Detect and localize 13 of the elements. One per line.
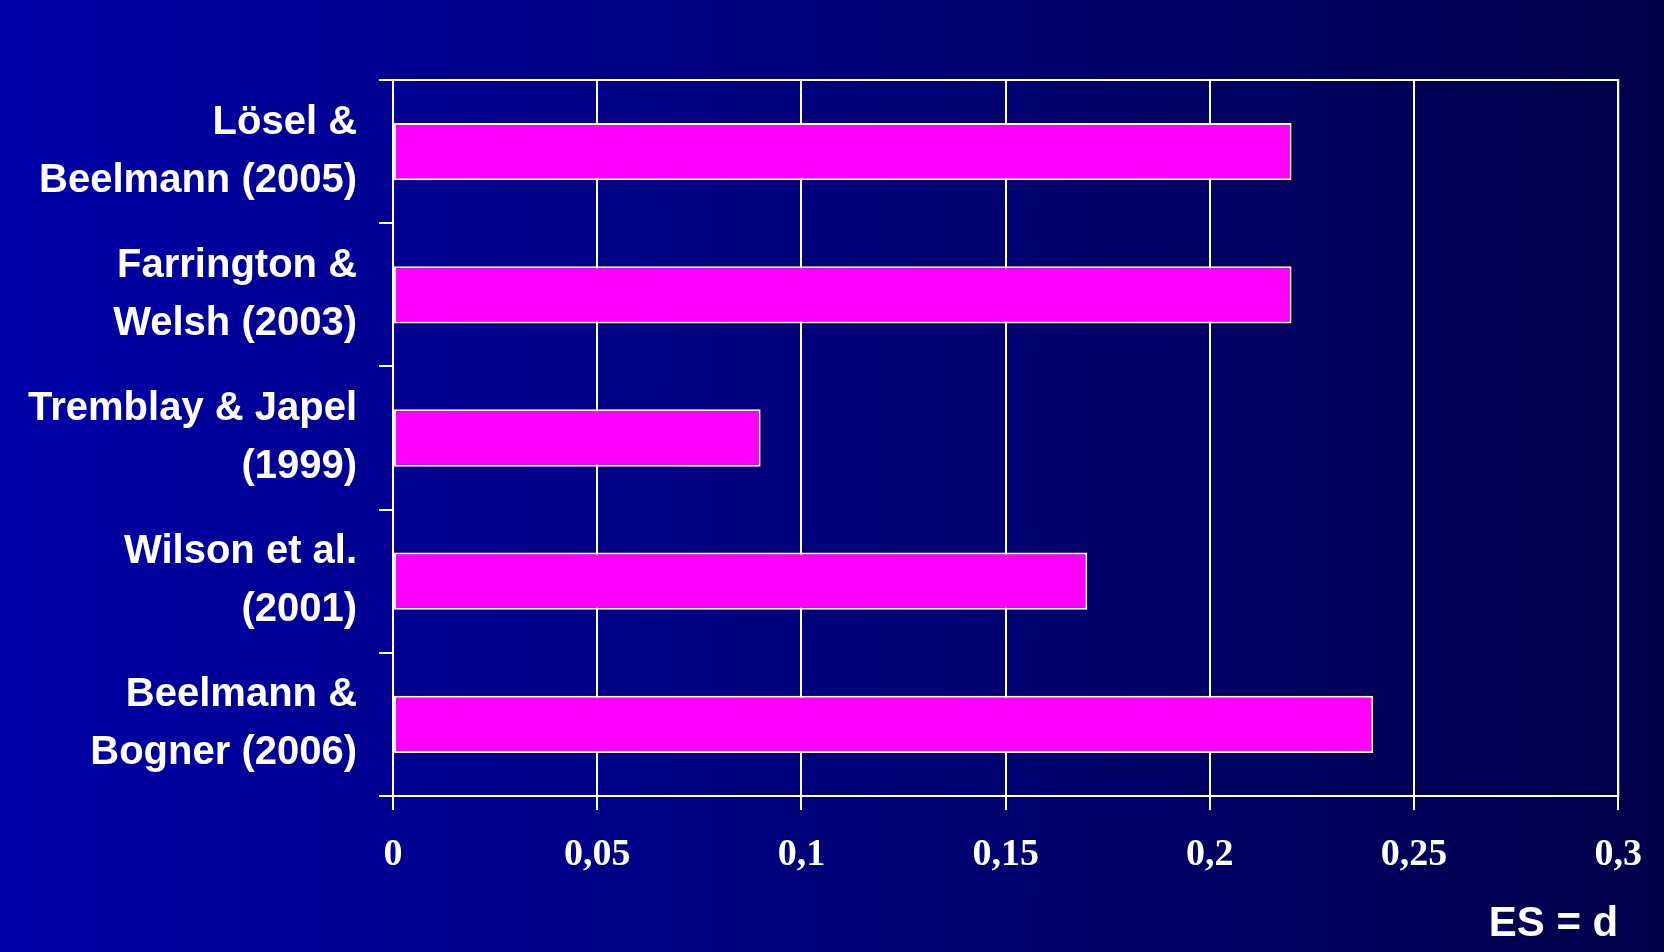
x-tick-label: 0,05: [563, 830, 631, 873]
y-tick-label: Farrington & Welsh (2003): [113, 240, 358, 343]
x-tick-label: 0,3: [1594, 830, 1642, 873]
y-tick-label: Wilson et al. (2001): [124, 527, 358, 630]
x-tick-label: 0,25: [1380, 830, 1448, 873]
x-tick-label: 0: [383, 830, 403, 873]
x-tick-label: 0,15: [972, 830, 1039, 873]
y-tick-label: Lösel & Beelmann (2005): [39, 97, 358, 200]
y-tick-label: Beelmann & Bogner (2006): [90, 670, 358, 773]
x-tick-label: 0,1: [777, 830, 826, 873]
y-tick-label: Tremblay & Japel (1999): [28, 384, 358, 487]
x-axis-title: ES = d: [1488, 898, 1619, 946]
x-tick-label: 0,2: [1186, 830, 1234, 873]
